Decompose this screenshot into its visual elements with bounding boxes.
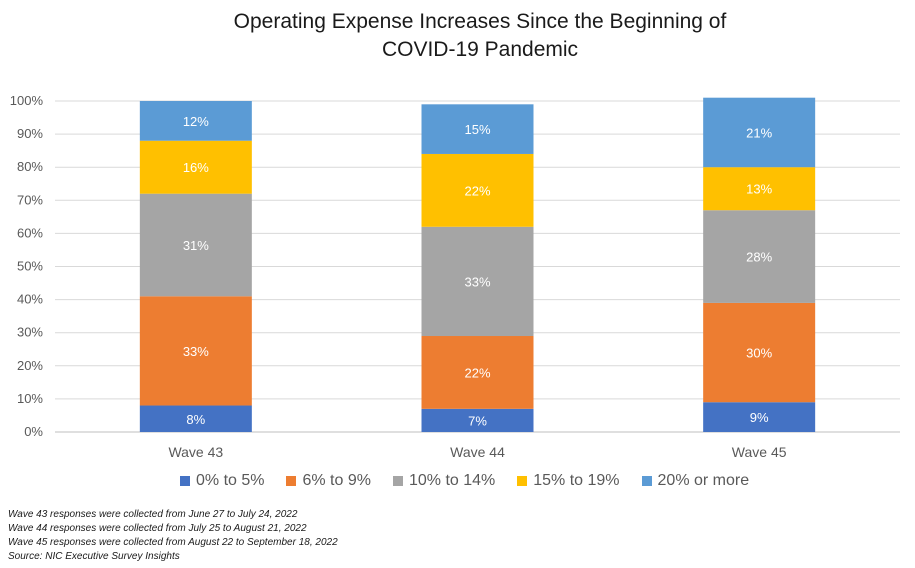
footnote: Wave 44 responses were collected from Ju…	[8, 523, 307, 534]
bar-segment	[703, 210, 816, 303]
data-label: 13%	[746, 182, 772, 197]
legend-swatch	[286, 476, 297, 486]
data-label: 33%	[464, 274, 490, 289]
chart-title-line-2: COVID-19 Pandemic	[381, 38, 579, 61]
y-tick-label: 70%	[17, 192, 43, 207]
bar-segment	[139, 193, 252, 297]
data-label: 22%	[464, 183, 490, 198]
legend-item-20-plus: 20% or more	[641, 472, 750, 490]
bar-segment	[703, 402, 816, 432]
bar-segment	[421, 336, 534, 409]
data-label: 15%	[464, 122, 490, 137]
footnote: Wave 43 responses were collected from Ju…	[8, 509, 298, 520]
y-tick-label: 30%	[17, 325, 43, 340]
data-label: 22%	[464, 365, 490, 380]
data-label: 12%	[183, 114, 209, 129]
data-label: 7%	[468, 413, 487, 428]
chart-title: Operating Expense Increases Since the Be…	[0, 8, 915, 64]
legend-label: 20% or more	[657, 472, 750, 489]
x-tick-label: Wave 43	[168, 444, 223, 460]
data-label: 31%	[183, 238, 209, 253]
bar-segment	[421, 153, 534, 227]
bar-segment	[139, 140, 252, 194]
y-tick-label: 0%	[24, 424, 43, 439]
y-tick-label: 10%	[17, 391, 43, 406]
footnote: Wave 45 responses were collected from Au…	[8, 537, 338, 548]
data-label: 8%	[186, 412, 205, 427]
legend-item-6-9: 6% to 9%	[286, 472, 371, 490]
bar-segment	[421, 408, 534, 432]
y-tick-label: 90%	[17, 126, 43, 141]
legend-item-10-14: 10% to 14%	[392, 472, 496, 490]
footnote: Source: NIC Executive Survey Insights	[8, 551, 180, 562]
legend-item-0-5: 0% to 5%	[180, 472, 264, 490]
chart-title-line-1: Operating Expense Increases Since the Be…	[233, 10, 727, 33]
bar-segment	[139, 405, 252, 432]
legend-label: 6% to 9%	[302, 472, 371, 489]
legend-swatch	[180, 476, 190, 486]
legend-label: 10% to 14%	[408, 472, 496, 489]
legend-swatch	[517, 476, 528, 486]
bar-segment	[421, 226, 534, 337]
footnotes: Wave 43 responses were collected from Ju…	[8, 508, 338, 564]
legend-label: 0% to 5%	[196, 472, 265, 489]
data-label: 16%	[183, 160, 209, 175]
data-label: 21%	[746, 125, 772, 140]
legend-item-15-19: 15% to 19%	[517, 472, 620, 490]
bar-segment	[139, 101, 252, 141]
bar-segment	[139, 296, 252, 406]
y-tick-label: 50%	[17, 259, 43, 274]
y-tick-label: 60%	[17, 225, 43, 240]
y-tick-label: 80%	[17, 159, 43, 174]
data-label: 9%	[750, 410, 769, 425]
stacked-bar-chart: 0% 10% 20% 30% 40% 50% 60% 70% 80% 90% 100% 8% 33% 31…	[10, 93, 900, 460]
bar-segment	[703, 167, 816, 211]
data-label: 30%	[746, 346, 772, 361]
legend-label: 15% to 19%	[533, 472, 620, 489]
bar-segment	[703, 302, 816, 403]
y-tick-label: 100%	[10, 93, 44, 108]
bar-segment	[703, 97, 816, 168]
data-label: 28%	[746, 250, 772, 265]
bar-segment	[421, 104, 534, 154]
data-label: 33%	[183, 344, 209, 359]
x-tick-label: Wave 44	[450, 444, 505, 460]
legend: 0% to 5% 6% to 9% 10% to 14% 15% to 19% …	[180, 472, 771, 490]
legend-swatch	[641, 476, 652, 486]
y-tick-label: 40%	[17, 292, 43, 307]
x-tick-label: Wave 45	[732, 444, 787, 460]
y-tick-label: 20%	[17, 358, 43, 373]
legend-swatch	[392, 476, 403, 486]
